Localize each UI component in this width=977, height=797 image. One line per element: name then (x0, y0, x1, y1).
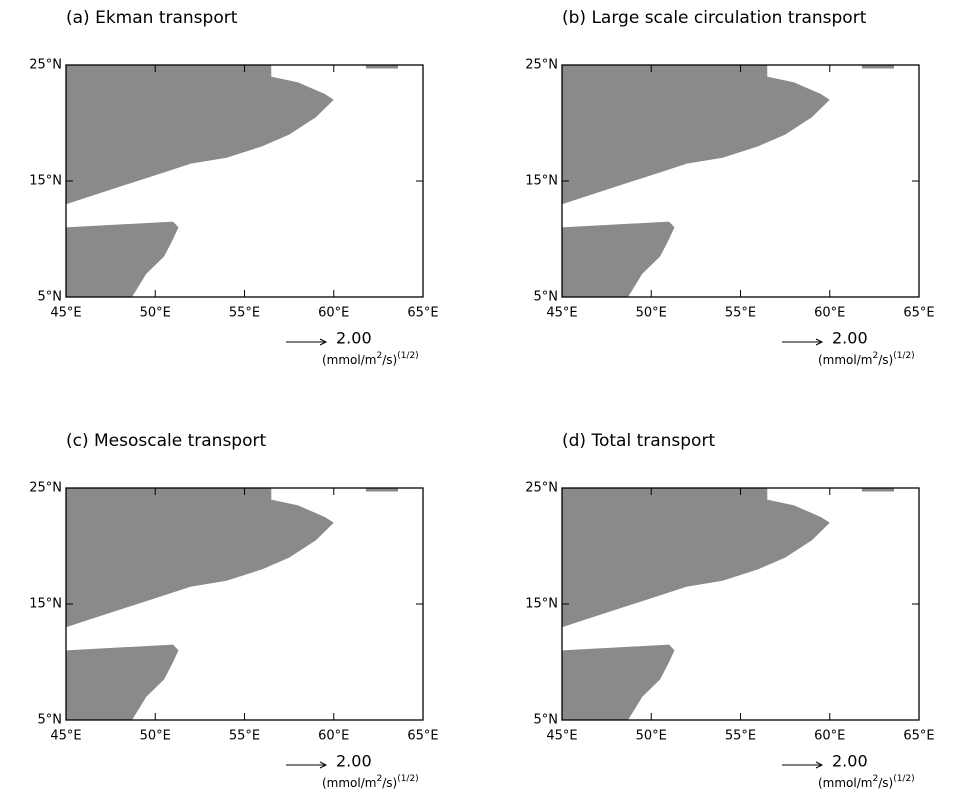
units-part: 2 (376, 774, 382, 784)
x-tick-label: 65°E (407, 729, 438, 744)
units-part: /s) (382, 353, 397, 367)
x-tick-label: 50°E (636, 306, 667, 321)
y-tick-label: 15°N (525, 597, 558, 612)
y-tick-label: 25°N (29, 481, 62, 496)
reference-arrowhead (319, 338, 328, 346)
y-tick-label: 5°N (534, 290, 559, 305)
units-part: (1/2) (893, 774, 915, 784)
reference-arrowhead (815, 338, 824, 346)
y-tick-label: 15°N (29, 174, 62, 189)
x-tick-label: 55°E (229, 306, 260, 321)
y-tick-label: 5°N (534, 713, 559, 728)
units-part: (1/2) (397, 774, 419, 784)
units-part: /s) (878, 353, 893, 367)
panel-title: (b) Large scale circulation transport (562, 8, 867, 28)
land (66, 488, 399, 720)
panel: (d) Total transport 45°E 50°E 55°E 60°E 65°E 5… (525, 431, 934, 790)
units: (mmol/m2/s)(1/2) (818, 351, 915, 367)
y-tick-label: 25°N (525, 481, 558, 496)
y-tick-label: 15°N (525, 174, 558, 189)
units: (mmol/m2/s)(1/2) (818, 774, 915, 790)
y-tick-label: 15°N (29, 597, 62, 612)
land (562, 64, 895, 297)
units: (mmol/m2/s)(1/2) (322, 351, 419, 367)
units: (mmol/m2/s)(1/2) (322, 774, 419, 790)
y-tick-label: 25°N (29, 58, 62, 73)
land (562, 488, 895, 720)
units-part: 2 (872, 351, 878, 361)
panel: (c) Mesoscale transport 45°E 50°E 55°E 60°E 6… (29, 431, 438, 790)
units-part: (1/2) (397, 351, 419, 361)
units-part: 2 (872, 774, 878, 784)
x-tick-label: 55°E (725, 729, 756, 744)
panel-title: (a) Ekman transport (66, 8, 238, 28)
y-tick-label: 5°N (38, 290, 63, 305)
x-tick-label: 55°E (725, 306, 756, 321)
units-part: (mmol/m (322, 776, 376, 790)
y-tick-label: 25°N (525, 58, 558, 73)
panel-title: (d) Total transport (562, 431, 715, 451)
y-tick-label: 5°N (38, 713, 63, 728)
reference-label: 2.00 (832, 329, 868, 348)
x-tick-label: 55°E (229, 729, 260, 744)
x-tick-label: 45°E (546, 306, 577, 321)
panel: (b) Large scale circulation transport 45°… (525, 8, 934, 367)
panel: (a) Ekman transport 45°E 50°E 55°E 60°E 65°E 5… (29, 8, 438, 367)
panel-title: (c) Mesoscale transport (66, 431, 266, 451)
units-part: (mmol/m (818, 353, 872, 367)
x-tick-label: 45°E (50, 306, 81, 321)
reference-label: 2.00 (336, 329, 372, 348)
units-part: (mmol/m (818, 776, 872, 790)
units-part: 2 (376, 351, 382, 361)
x-tick-label: 50°E (140, 306, 171, 321)
x-tick-label: 50°E (140, 729, 171, 744)
units-part: /s) (382, 776, 397, 790)
x-tick-label: 60°E (318, 729, 349, 744)
reference-label: 2.00 (832, 752, 868, 771)
reference-label: 2.00 (336, 752, 372, 771)
x-tick-label: 65°E (407, 306, 438, 321)
x-tick-label: 65°E (903, 729, 934, 744)
x-tick-label: 45°E (546, 729, 577, 744)
units-part: (1/2) (893, 351, 915, 361)
x-tick-label: 50°E (636, 729, 667, 744)
x-tick-label: 65°E (903, 306, 934, 321)
x-tick-label: 60°E (814, 306, 845, 321)
x-tick-label: 45°E (50, 729, 81, 744)
x-tick-label: 60°E (318, 306, 349, 321)
units-part: /s) (878, 776, 893, 790)
units-part: (mmol/m (322, 353, 376, 367)
x-tick-label: 60°E (814, 729, 845, 744)
reference-arrowhead (815, 761, 824, 769)
reference-arrowhead (319, 761, 328, 769)
land (66, 64, 399, 297)
